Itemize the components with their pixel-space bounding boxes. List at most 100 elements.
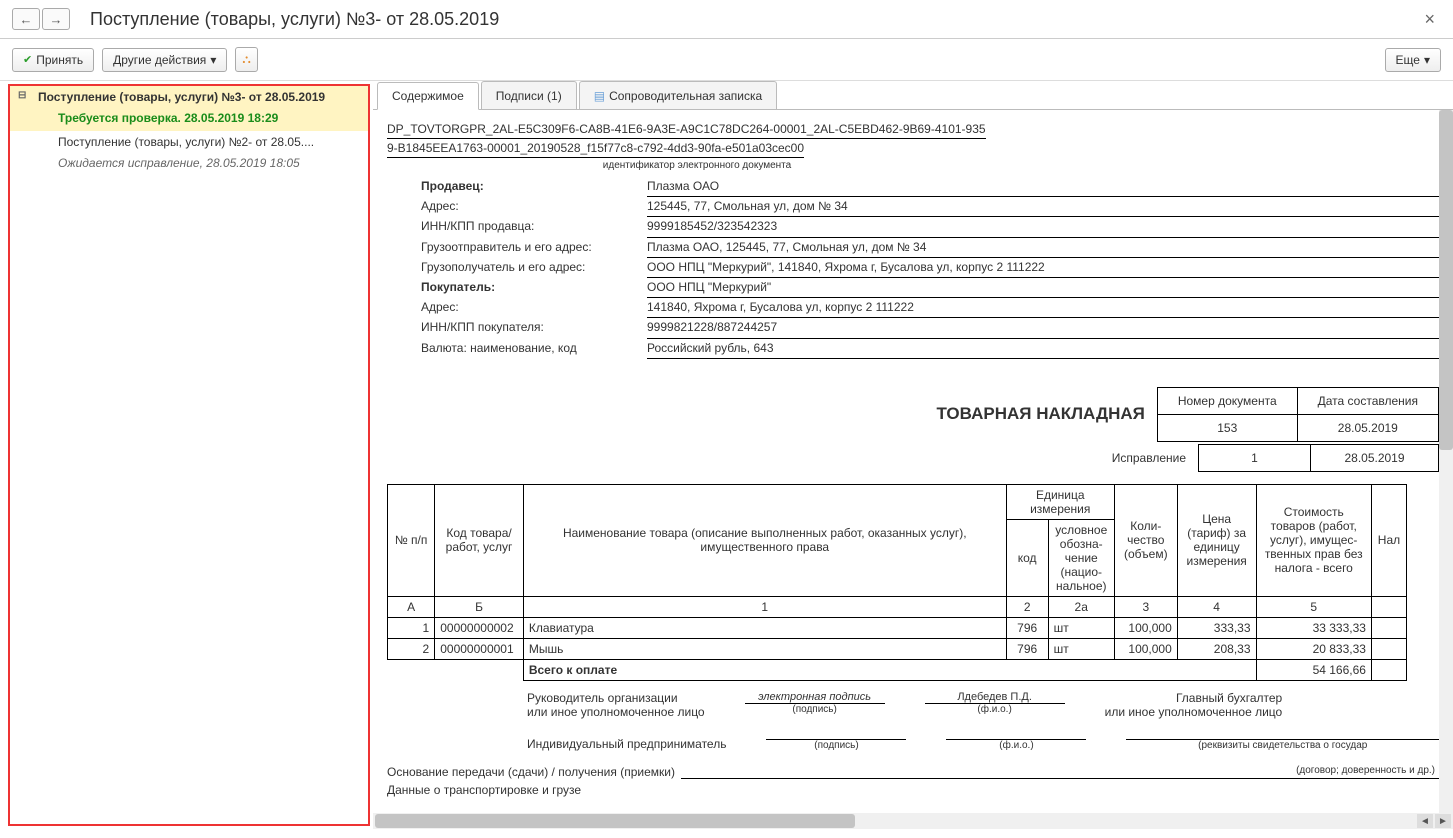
sign-sub2: (подпись) [814, 740, 858, 751]
col-1: 1 [523, 596, 1006, 617]
value-address: 125445, 77, Смольная ул, дом № 34 [647, 197, 1439, 217]
corr-date: 28.05.2019 [1311, 444, 1439, 471]
table-row: 200000000001Мышь796шт100,000208,3320 833… [388, 638, 1407, 659]
doc-id-caption: идентификатор электронного документа [387, 160, 1007, 171]
other-actions-button[interactable]: Другие действия ▾ [102, 48, 227, 72]
document-tree: Поступление (товары, услуги) №3- от 28.0… [8, 84, 370, 826]
sign-fio-sub2: (ф.и.о.) [999, 740, 1033, 751]
footer-transport-label: Данные о транспортировке и грузе [387, 783, 581, 797]
vertical-scrollbar-thumb[interactable] [1439, 110, 1453, 450]
col-b: Б [435, 596, 524, 617]
doc-id-line2: 9-B1845EEA1763-00001_20190528_f15f77c8-c… [387, 139, 804, 158]
goods-table: № п/п Код товара/ работ, услуг Наименова… [387, 484, 1407, 681]
th-npp: № п/п [388, 484, 435, 596]
close-button[interactable]: × [1418, 9, 1441, 30]
invoice-title: ТОВАРНАЯ НАКЛАДНАЯ [936, 404, 1144, 424]
col-3: 3 [1114, 596, 1177, 617]
th-cost: Стоимость товаров (работ, услуг), имущес… [1256, 484, 1371, 596]
tree-status-requires-check: Требуется проверка. 28.05.2019 18:29 [10, 108, 368, 131]
label-buyer-address: Адрес: [387, 298, 647, 318]
note-icon: ▤ [594, 89, 605, 103]
th-unit-code: код [1006, 519, 1048, 596]
label-seller-inn: ИНН/КПП продавца: [387, 217, 647, 237]
chevron-down-icon: ▾ [1424, 53, 1430, 67]
value-seller-inn: 9999185452/323542323 [647, 217, 1439, 237]
value-shipper: Плазма ОАО, 125445, 77, Смольная ул, дом… [647, 238, 1439, 258]
accept-button[interactable]: ✔ Принять [12, 48, 94, 72]
tree-status-awaiting: Ожидается исправление, 28.05.2019 18:05 [10, 153, 368, 176]
more-label: Еще [1396, 53, 1420, 67]
nav-forward-button[interactable]: → [42, 8, 70, 30]
th-price: Цена (тариф) за единицу измерения [1177, 484, 1256, 596]
col-2a: 2а [1048, 596, 1114, 617]
sign-fio-sub: (ф.и.о.) [977, 704, 1011, 715]
label-buyer: Покупатель: [387, 278, 647, 298]
th-extra: Нал [1371, 484, 1406, 596]
th-name: Наименование товара (описание выполненны… [523, 484, 1006, 596]
correction-label: Исправление [1112, 451, 1186, 465]
tree-item-selected[interactable]: Поступление (товары, услуги) №3- от 28.0… [10, 86, 368, 108]
value-consignee: ООО НПЦ "Меркурий", 141840, Яхрома г, Бу… [647, 258, 1439, 278]
sign-line2 [766, 727, 906, 740]
value-seller: Плазма ОАО [647, 177, 1439, 197]
col-4: 4 [1177, 596, 1256, 617]
sign-esign: электронная подпись [745, 691, 885, 704]
scroll-left-button[interactable]: ◄ [1417, 814, 1433, 828]
value-buyer: ООО НПЦ "Меркурий" [647, 278, 1439, 298]
inv-date: 28.05.2019 [1297, 414, 1438, 441]
col-5: 5 [1256, 596, 1371, 617]
label-currency: Валюта: наименование, код [387, 339, 647, 359]
doc-id-line1: DP_TOVTORGPR_2AL-E5C309F6-CA8B-41E6-9A3E… [387, 120, 986, 139]
sign-acc2: или иное уполномоченное лицо [1105, 705, 1283, 719]
label-address: Адрес: [387, 197, 647, 217]
value-currency: Российский рубль, 643 [647, 339, 1439, 359]
col-a: А [388, 596, 435, 617]
accept-icon: ✔ [23, 53, 32, 66]
inv-header-date: Дата составления [1297, 387, 1438, 414]
tree-item[interactable]: Поступление (товары, услуги) №2- от 28.0… [10, 131, 368, 153]
table-total-row: Всего к оплате54 166,66 [388, 659, 1407, 680]
table-row: 100000000002Клавиатура796шт100,000333,33… [388, 617, 1407, 638]
document-viewport[interactable]: DP_TOVTORGPR_2AL-E5C309F6-CA8B-41E6-9A3E… [373, 110, 1453, 813]
accept-label: Принять [36, 53, 83, 67]
label-seller: Продавец: [387, 177, 647, 197]
label-consignee: Грузополучатель и его адрес: [387, 258, 647, 278]
th-qty: Коли-чество (объем) [1114, 484, 1177, 596]
scroll-right-button[interactable]: ► [1435, 814, 1451, 828]
other-actions-label: Другие действия [113, 53, 206, 67]
tab-signatures[interactable]: Подписи (1) [481, 81, 577, 109]
label-shipper: Грузоотправитель и его адрес: [387, 238, 647, 258]
more-button[interactable]: Еще ▾ [1385, 48, 1441, 72]
footer-basis-label: Основание передачи (сдачи) / получения (… [387, 765, 675, 779]
sign-rekv-line [1126, 727, 1439, 740]
value-buyer-inn: 9999821228/887244257 [647, 318, 1439, 338]
tab-note[interactable]: ▤ Сопроводительная записка [579, 81, 777, 109]
nav-back-button[interactable]: ← [12, 8, 40, 30]
inv-header-num: Номер документа [1157, 387, 1297, 414]
th-unit-group: Единица измерения [1006, 484, 1114, 519]
sign-rekv: (реквизиты свидетельства о государ [1198, 740, 1367, 751]
tab-note-label: Сопроводительная записка [609, 89, 762, 103]
sign-head2: или иное уполномоченное лицо [527, 705, 705, 719]
sign-acc1: Главный бухгалтер [1105, 691, 1283, 705]
hierarchy-icon: ⛬ [242, 52, 250, 67]
vertical-scrollbar-track[interactable] [1439, 110, 1453, 813]
inv-num: 153 [1157, 414, 1297, 441]
hierarchy-button[interactable]: ⛬ [235, 47, 257, 72]
th-code: Код товара/ работ, услуг [435, 484, 524, 596]
th-unit-name: условное обозна-чение (нацио-нальное) [1048, 519, 1114, 596]
label-buyer-inn: ИНН/КПП покупателя: [387, 318, 647, 338]
footer-basis-line: (договор; доверенность и др.) [681, 765, 1439, 779]
sign-head1: Руководитель организации [527, 691, 705, 705]
sign-ip: Индивидуальный предприниматель [527, 737, 726, 751]
tab-content[interactable]: Содержимое [377, 82, 479, 110]
col-2: 2 [1006, 596, 1048, 617]
value-buyer-address: 141840, Яхрома г, Бусалова ул, корпус 2 … [647, 298, 1439, 318]
col-extra [1371, 596, 1406, 617]
horizontal-scrollbar[interactable]: ◄ ► [373, 813, 1453, 829]
horizontal-scrollbar-thumb[interactable] [375, 814, 855, 828]
sign-fio: Лдебедев П.Д. [925, 691, 1065, 704]
sign-fio2 [946, 727, 1086, 740]
chevron-down-icon: ▾ [210, 53, 216, 67]
window-title: Поступление (товары, услуги) №3- от 28.0… [90, 9, 1418, 30]
